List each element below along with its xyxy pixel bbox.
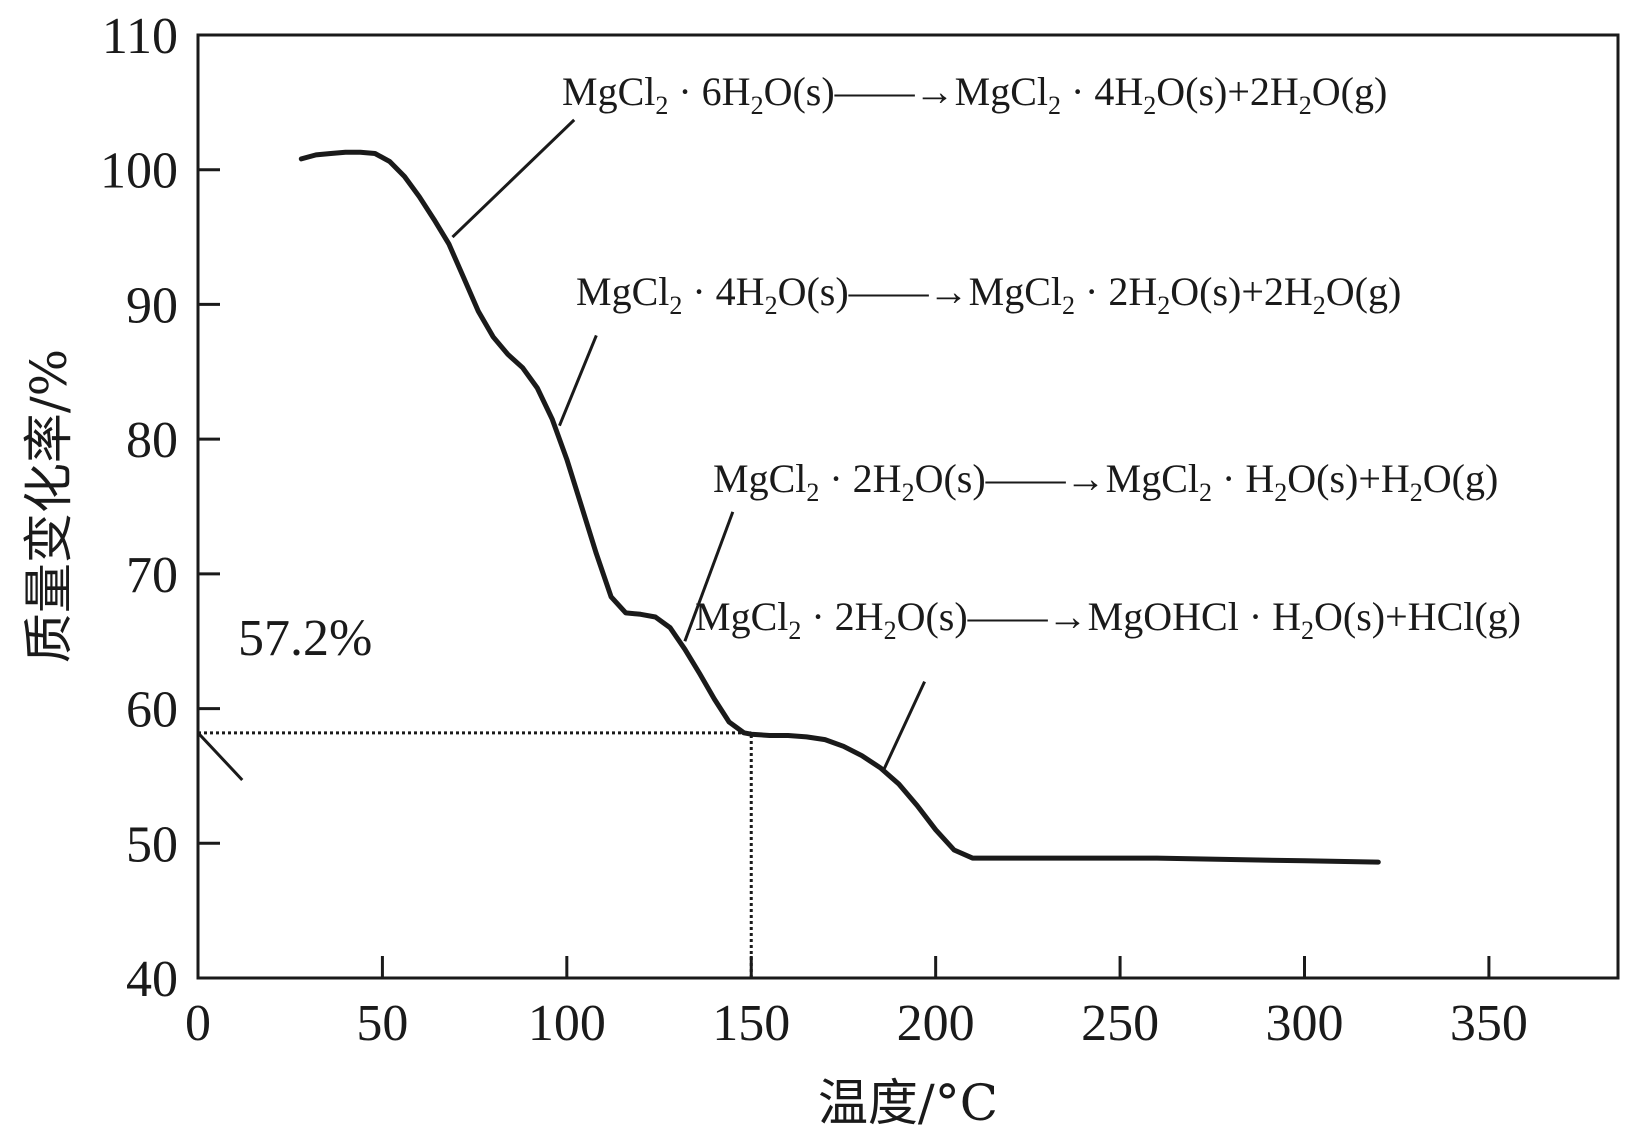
y-tick-label-5: 90 (126, 277, 178, 334)
y-tick-label-3: 70 (126, 547, 178, 604)
y-tick-label-4: 80 (126, 412, 178, 469)
plot-frame (196, 33, 1620, 980)
y-axis-title: 质量变化率/% (20, 349, 78, 663)
y-tick-label-1: 50 (126, 816, 178, 873)
x-tick-label-2: 100 (528, 995, 606, 1052)
y-tick-label-7: 110 (102, 8, 178, 65)
annotation-leader-3 (882, 680, 926, 770)
x-tick-label-1: 50 (356, 995, 408, 1052)
value-label-pointer (196, 731, 244, 781)
annotation-3: MgCl2​ · 2H2​O(s)——→MgOHCl · H2​O(s)+HCl… (695, 594, 1521, 645)
y-tick-label-2: 60 (126, 682, 178, 739)
x-tick-label-4: 200 (897, 995, 975, 1052)
y-tick-label-6: 100 (100, 143, 178, 200)
x-tick-label-0: 0 (185, 995, 211, 1052)
x-tick-label-5: 250 (1081, 995, 1159, 1052)
value-label: 57.2% (238, 610, 372, 667)
annotation-leader-0 (451, 118, 576, 239)
annotation-leaders (451, 118, 926, 770)
x-tick-label-7: 350 (1450, 995, 1528, 1052)
annotation-0: MgCl2​ · 6H2​O(s)——→MgCl2​ · 4H2​O(s)+2H… (562, 69, 1387, 120)
axis-ticks: 0 50 100 150 200 250 300 350 40 50 60 70 80 90 100 110 (100, 8, 1528, 1052)
annotation-leader-1 (558, 334, 598, 427)
series-line (298, 149, 1381, 865)
reaction-annotations: MgCl2​ · 6H2​O(s)——→MgCl2​ · 4H2​O(s)+2H… (562, 69, 1521, 645)
annotation-1: MgCl2​ · 4H2​O(s)——→MgCl2​ · 2H2​O(s)+2H… (576, 269, 1401, 320)
x-tick-label-3: 150 (712, 995, 790, 1052)
annotation-2: MgCl2​ · 2H2​O(s)——→MgCl2​ · H2​O(s)+H2​… (713, 456, 1498, 507)
annotation-leader-2 (683, 511, 735, 642)
x-axis-title: 温度/°C (818, 1074, 998, 1132)
reference-lines (196, 731, 753, 978)
y-tick-label-0: 40 (126, 951, 178, 1008)
x-tick-label-6: 300 (1265, 995, 1343, 1052)
